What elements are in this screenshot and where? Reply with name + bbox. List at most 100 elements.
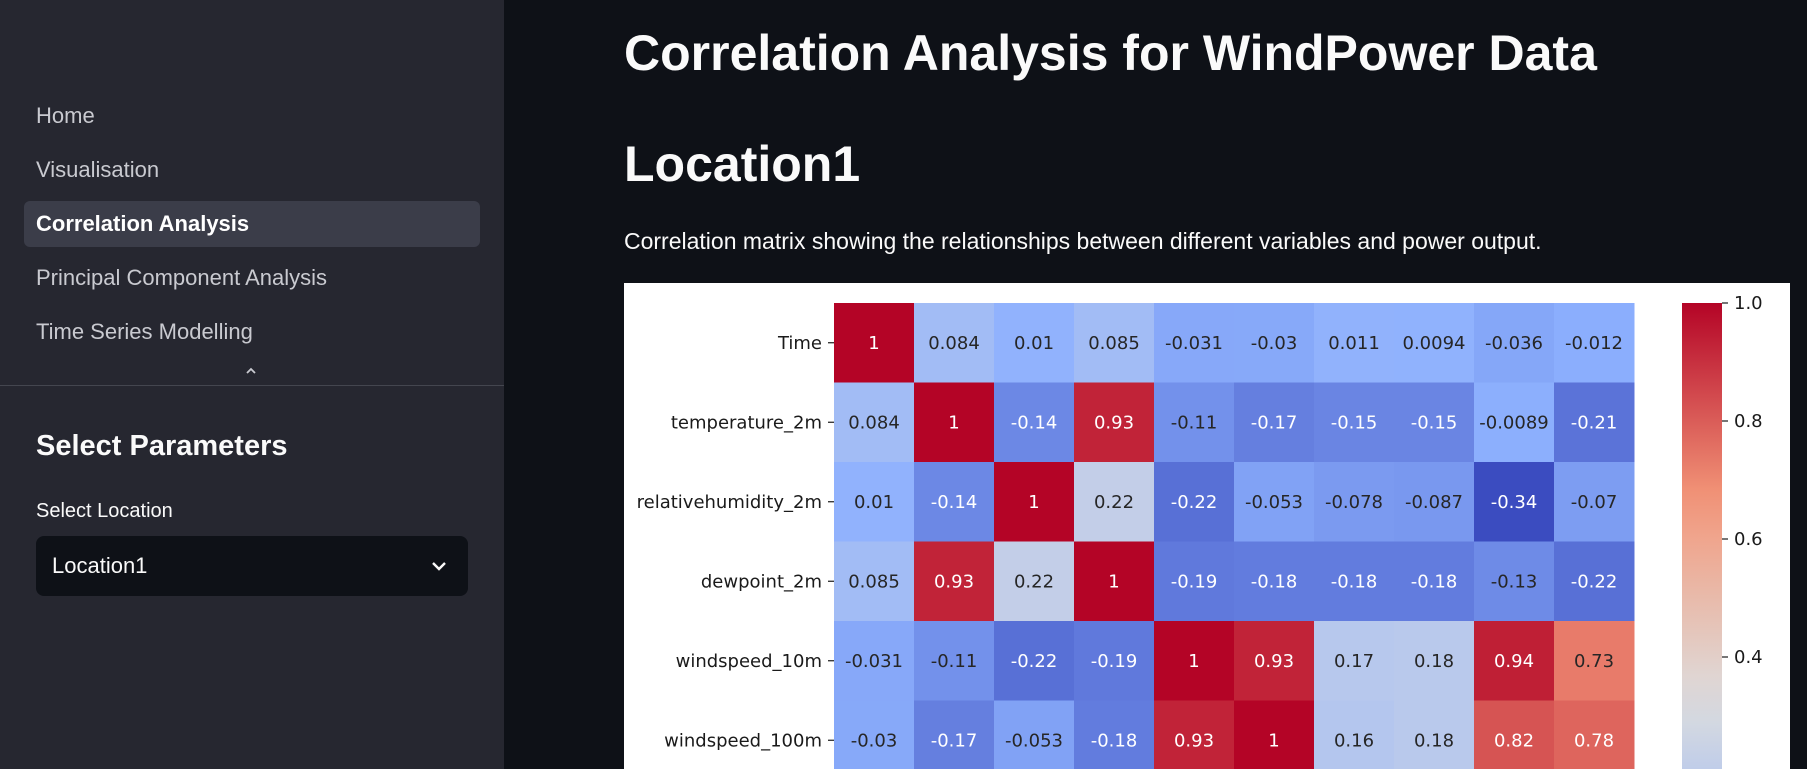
heatmap-cell <box>1234 621 1315 701</box>
cell-value: 1 <box>868 333 879 354</box>
cell-value: 0.0094 <box>1403 333 1466 354</box>
heatmap-cell <box>994 303 1075 383</box>
heatmap-cell <box>1154 700 1235 769</box>
cell-value: -0.14 <box>1011 412 1058 433</box>
cell-value: -0.15 <box>1411 412 1458 433</box>
cell-value: -0.11 <box>1171 412 1218 433</box>
cell-value: -0.18 <box>1331 571 1378 592</box>
cell-value: -0.21 <box>1571 412 1618 433</box>
heatmap-cell <box>1234 303 1315 383</box>
heatmap-cell <box>834 462 915 542</box>
heatmap-cell <box>914 541 995 622</box>
heatmap-cell <box>1234 541 1315 622</box>
cell-value: -0.031 <box>845 651 903 672</box>
heatmap-cell <box>994 462 1075 542</box>
heatmap-cell <box>1074 462 1155 542</box>
heatmap-cell <box>1154 462 1235 542</box>
heatmap-cell <box>994 541 1075 622</box>
heatmap-cell <box>1554 700 1635 769</box>
cell-value: -0.18 <box>1411 571 1458 592</box>
cell-value: -0.18 <box>1251 571 1298 592</box>
heatmap-cell <box>1074 541 1155 622</box>
heatmap-cell <box>1394 621 1475 701</box>
cell-value: 0.084 <box>928 333 980 354</box>
cell-value: -0.22 <box>1571 571 1618 592</box>
cell-value: 0.084 <box>848 412 900 433</box>
heatmap-cell <box>1474 382 1555 463</box>
cell-value: -0.0089 <box>1479 412 1548 433</box>
heatmap-cell <box>1474 303 1555 383</box>
cell-value: -0.036 <box>1485 333 1543 354</box>
heatmap-cell <box>834 621 915 701</box>
sidebar-item-correlation-analysis[interactable]: Correlation Analysis <box>24 201 480 247</box>
collapse-nav-button[interactable] <box>244 364 258 378</box>
cell-value: -0.07 <box>1571 492 1618 513</box>
page-title: Correlation Analysis for WindPower Data <box>624 25 1597 81</box>
cell-value: 1 <box>1028 492 1039 513</box>
location-select-label: Select Location <box>36 500 173 522</box>
cell-value: -0.19 <box>1091 651 1138 672</box>
cell-value: 0.93 <box>1094 412 1134 433</box>
heatmap-cell <box>914 382 995 463</box>
cell-value: 0.16 <box>1334 730 1374 751</box>
colorbar-tick-label: 0.6 <box>1734 529 1763 550</box>
cell-value: 0.011 <box>1328 333 1380 354</box>
cell-value: -0.078 <box>1325 492 1383 513</box>
sidebar-item-principal-component-analysis[interactable]: Principal Component Analysis <box>36 265 328 290</box>
heatmap-cell <box>1394 462 1475 542</box>
chevron-up-icon <box>246 367 256 374</box>
main-content: Correlation Analysis for WindPower Data … <box>624 0 1807 769</box>
colorbar-tick-label: 1.0 <box>1734 293 1763 314</box>
sidebar: Home Visualisation Correlation Analysis Pri… <box>0 0 504 769</box>
cell-value: -0.34 <box>1491 492 1538 513</box>
row-label: windspeed_100m <box>664 730 822 751</box>
sidebar-nav: Home Visualisation Correlation Analysis Pri… <box>24 93 480 363</box>
cell-value: 0.18 <box>1414 651 1454 672</box>
cell-value: 0.78 <box>1574 730 1614 751</box>
heatmap-cell <box>1554 462 1635 542</box>
heatmap-cell <box>994 700 1075 769</box>
cell-value: -0.18 <box>1091 730 1138 751</box>
cell-value: 1 <box>1268 730 1279 751</box>
heatmap-cell <box>1314 462 1395 542</box>
cell-value: 0.18 <box>1414 730 1454 751</box>
sidebar-item-time-series-modelling[interactable]: Time Series Modelling <box>36 319 253 344</box>
cell-value: -0.19 <box>1171 571 1218 592</box>
correlation-heatmap: Time 1 0.084 0.01 0.085 -0.031 -0.03 0.011 0.009… <box>637 293 1763 769</box>
sidebar-item-home[interactable]: Home <box>36 103 95 128</box>
cell-value: -0.22 <box>1171 492 1218 513</box>
heatmap-cell <box>1394 303 1475 383</box>
cell-value: 0.085 <box>1088 333 1140 354</box>
heatmap-cell <box>1074 303 1155 383</box>
heatmap-cell <box>1554 303 1635 383</box>
sidebar-item-visualisation[interactable]: Visualisation <box>36 157 160 182</box>
row-label: temperature_2m <box>671 412 822 433</box>
cell-value: -0.17 <box>1251 412 1298 433</box>
sidebar-divider <box>0 385 504 386</box>
heatmap-cell <box>834 303 915 383</box>
cell-value: 0.01 <box>854 492 894 513</box>
heatmap-cell <box>1234 382 1315 463</box>
cell-value: -0.11 <box>931 651 978 672</box>
cell-value: 0.94 <box>1494 651 1534 672</box>
heatmap-cell <box>1394 382 1475 463</box>
heatmap-cell <box>1074 621 1155 701</box>
heatmap-cell <box>1154 382 1235 463</box>
cell-value: 1 <box>1188 651 1199 672</box>
cell-value: -0.012 <box>1565 333 1623 354</box>
heatmap-cell <box>914 462 995 542</box>
colorbar-tick-label: 0.8 <box>1734 411 1763 432</box>
heatmap-cell <box>1474 541 1555 622</box>
location-select[interactable]: Location1 <box>36 536 468 596</box>
cell-value: -0.03 <box>1251 333 1298 354</box>
cell-value: 0.01 <box>1014 333 1054 354</box>
correlation-heatmap-figure: Time 1 0.084 0.01 0.085 -0.031 -0.03 0.011 0.009… <box>624 283 1790 769</box>
heatmap-cell <box>1394 700 1475 769</box>
heatmap-cell <box>1154 541 1235 622</box>
heatmap-cell <box>1474 700 1555 769</box>
heatmap-cell <box>1394 541 1475 622</box>
chevron-down-icon <box>432 562 446 571</box>
cell-value: -0.053 <box>1245 492 1303 513</box>
cell-value: -0.03 <box>851 730 898 751</box>
heatmap-cell <box>1554 382 1635 463</box>
